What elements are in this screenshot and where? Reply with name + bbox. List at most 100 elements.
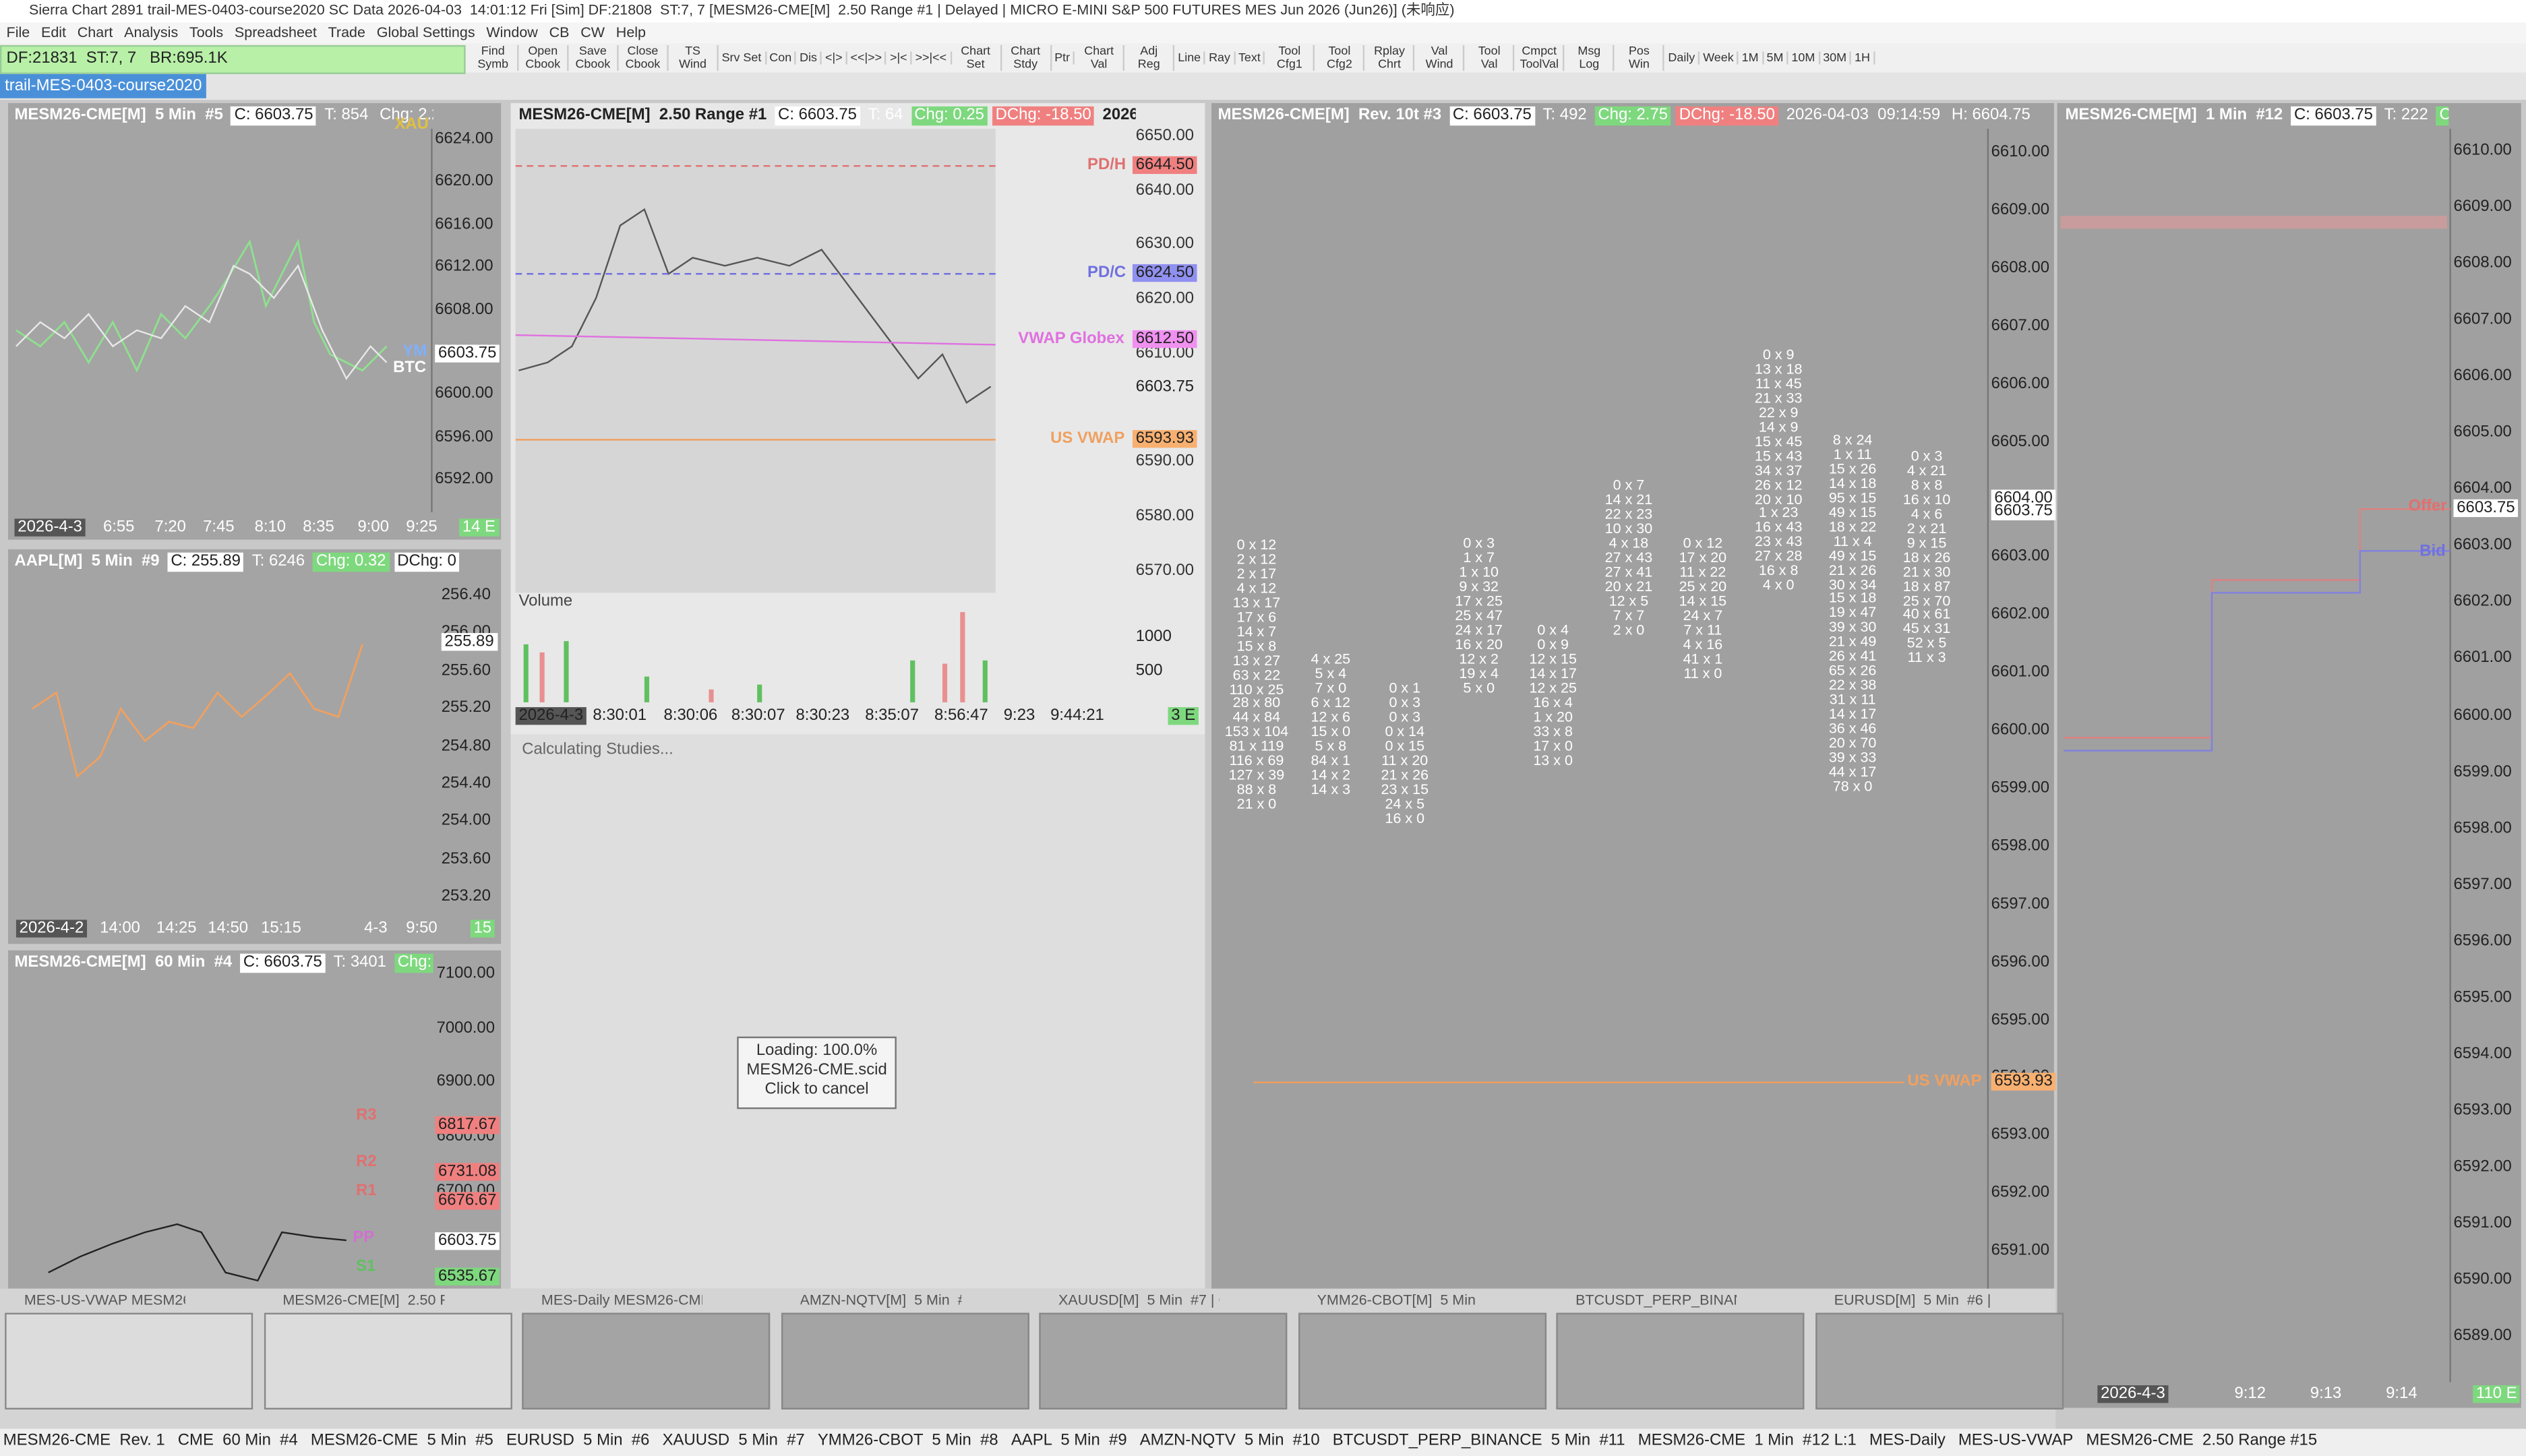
price-tag: 6603.75 xyxy=(1135,378,1195,396)
chart-label: Offer xyxy=(2408,497,2447,516)
toolbar-button[interactable]: Pos Win xyxy=(1615,44,1665,71)
toolbar-button[interactable]: <|> xyxy=(822,51,847,65)
y-tick-label: 6596.00 xyxy=(1991,952,2050,971)
bottom-tab[interactable]: AMZN-NQTV 5 Min #10 xyxy=(1139,1432,1320,1450)
menu-item[interactable]: CW xyxy=(580,24,605,40)
footprint-cell: 18 x 87 xyxy=(1902,577,1951,594)
toolbar-button[interactable]: <<|>> xyxy=(847,51,887,65)
y-tick-label: 6602.00 xyxy=(2453,593,2512,611)
toolbar-button[interactable]: Find Symb xyxy=(469,44,519,71)
menu-item[interactable]: Trade xyxy=(328,24,366,40)
x-tick-label: 110 E xyxy=(2473,1385,2521,1403)
toolbar-button[interactable]: Tool Cfg1 xyxy=(1265,44,1316,71)
toolbar-button[interactable]: Dis xyxy=(796,51,822,65)
toolbar-button[interactable]: Cmpct ToolVal xyxy=(1515,44,1565,71)
toolbar-button[interactable]: Msg Log xyxy=(1565,44,1615,71)
toolbar-button[interactable]: Chart Val xyxy=(1075,44,1125,71)
mini-window-title: XAUUSD[M] 5 Min #7 | Go xyxy=(1058,1292,1220,1308)
footprint-cell: 15 x 0 xyxy=(1311,723,1351,739)
toolbar-button[interactable]: Tool Cfg2 xyxy=(1315,44,1366,71)
bottom-tab[interactable]: MESM26-CME 5 Min #5 xyxy=(310,1432,493,1450)
status-box: DF:21831 ST:7, 7 BR:695.1K xyxy=(0,44,466,74)
footprint-cell: 12 x 6 xyxy=(1311,708,1351,725)
menu-item[interactable]: Spreadsheet xyxy=(234,24,317,40)
bottom-tab[interactable]: AAPL 5 Min #9 xyxy=(1011,1432,1127,1450)
mini-window-title: YMM26-CBOT[M] 5 Min xyxy=(1317,1292,1476,1308)
menu-item[interactable]: CB xyxy=(549,24,570,40)
bottom-tab[interactable]: MES-US-VWAP xyxy=(1958,1432,2074,1450)
toolbar-button[interactable]: Open Cbook xyxy=(518,44,569,71)
toolbar-button[interactable]: Tool Val xyxy=(1465,44,1515,71)
loading-line: Loading: 100.0% xyxy=(756,1042,878,1060)
toolbar-button[interactable]: >|< xyxy=(886,51,912,65)
menu-item[interactable]: Chart xyxy=(77,24,113,40)
bottom-tab[interactable]: MES-Daily xyxy=(1869,1432,1946,1450)
footprint-cell: 2 x 0 xyxy=(1613,621,1645,638)
toolbar-button[interactable]: >>|<< xyxy=(912,51,952,65)
y-tick-label: 6607.00 xyxy=(2453,311,2512,329)
bottom-tab[interactable]: CME 60 Min #4 xyxy=(177,1432,298,1450)
y-tick-label: 6600.00 xyxy=(435,386,493,404)
footprint-cell: 52 x 5 xyxy=(1906,635,1947,652)
footprint-cell: 19 x 47 xyxy=(1828,605,1877,621)
toolbar-button[interactable]: 10M xyxy=(1788,51,1820,65)
menu-item[interactable]: Help xyxy=(615,24,646,40)
toolbar-button[interactable]: Text xyxy=(1235,51,1266,65)
price-tag: 6644.50 xyxy=(1132,156,1197,175)
bottom-tab[interactable]: BTCUSDT_PERP_BINANCE 5 Min #11 xyxy=(1332,1432,1625,1450)
price-tag: 6731.08 xyxy=(435,1163,500,1181)
header-item: C: 6603.75 xyxy=(775,106,860,126)
toolbar-button[interactable]: Chart Stdy xyxy=(1001,44,1052,71)
menu-item[interactable]: Global Settings xyxy=(376,24,475,40)
toolbar-button[interactable]: Adj Reg xyxy=(1124,44,1175,71)
footprint-cell: 18 x 26 xyxy=(1902,549,1951,565)
toolbar-button[interactable]: Week xyxy=(1700,51,1739,65)
x-tick-label: 8:35:07 xyxy=(865,707,920,725)
toolbar-button[interactable]: TS Wind xyxy=(669,44,719,71)
footprint-cell: 27 x 28 xyxy=(1754,548,1803,565)
y-tick-label: 6630.00 xyxy=(1135,235,1195,253)
toolbar-button[interactable]: 30M xyxy=(1820,51,1852,65)
toolbar-button[interactable]: Line xyxy=(1174,51,1206,65)
toolbar-button[interactable]: Rplay Chrt xyxy=(1365,44,1416,71)
header-item: DChg: -18.50 xyxy=(992,106,1095,126)
footprint-cell: 0 x 14 xyxy=(1385,723,1425,739)
bottom-tab[interactable]: EURUSD 5 Min #6 xyxy=(506,1432,650,1450)
toolbar-button[interactable]: Ptr xyxy=(1051,51,1075,65)
price-tag: 6593.93 xyxy=(1132,430,1197,448)
footprint-cell: 40 x 61 xyxy=(1902,606,1951,623)
bottom-tab[interactable]: MESM26-CME Rev. 1 xyxy=(3,1432,165,1450)
footprint-cell: 11 x 20 xyxy=(1381,752,1429,768)
bottom-tab[interactable]: XAUUSD 5 Min #7 xyxy=(662,1432,805,1450)
x-tick-label: 7:45 xyxy=(203,518,235,537)
toolbar-button[interactable]: Val Wind xyxy=(1415,44,1466,71)
mini-window-body xyxy=(5,1312,253,1409)
menu-item[interactable]: Edit xyxy=(40,24,67,40)
toolbar-button[interactable]: Daily xyxy=(1665,51,1700,65)
toolbar-button[interactable]: Save Cbook xyxy=(569,44,619,71)
toolbar-button[interactable]: 1M xyxy=(1739,51,1764,65)
footprint-cell: 127 x 39 xyxy=(1228,766,1285,783)
toolbar-button[interactable]: Close Cbook xyxy=(619,44,669,71)
bottom-tab[interactable]: YMM26-CBOT 5 Min #8 xyxy=(817,1432,998,1450)
toolbar-button[interactable]: Con xyxy=(766,51,797,65)
menu-item[interactable]: File xyxy=(6,24,30,40)
bottom-tab[interactable]: MESM26-CME 2.50 Range #15 xyxy=(2086,1432,2318,1450)
toolbar-button[interactable]: Ray xyxy=(1205,51,1236,65)
menu-item[interactable]: Tools xyxy=(189,24,224,40)
menu-item[interactable]: Window xyxy=(486,24,538,40)
x-tick-label: 14 E xyxy=(459,518,499,537)
toolbar-button[interactable]: Chart Set xyxy=(951,44,1002,71)
toolbar-button[interactable]: 1H xyxy=(1851,51,1875,65)
footprint-cell: 1 x 23 xyxy=(1758,505,1799,521)
footprint-cell: 11 x 22 xyxy=(1679,564,1726,580)
menu-item[interactable]: Analysis xyxy=(124,24,179,40)
toolbar-button[interactable]: Srv Set xyxy=(719,51,766,65)
footprint-cell: 2 x 21 xyxy=(1906,520,1947,537)
bottom-tab[interactable]: MESM26-CME 1 Min #12 L:1 xyxy=(1637,1432,1857,1450)
y-tick-label: 254.00 xyxy=(441,812,491,830)
chart-label: R3 xyxy=(356,1106,377,1124)
toolbar-button[interactable]: 5M xyxy=(1764,51,1788,65)
footprint-cell: 4 x 12 xyxy=(1236,579,1277,596)
toolbar: Find Symb Open Cbook Save Cbook Close Cbook… xyxy=(469,44,1875,73)
